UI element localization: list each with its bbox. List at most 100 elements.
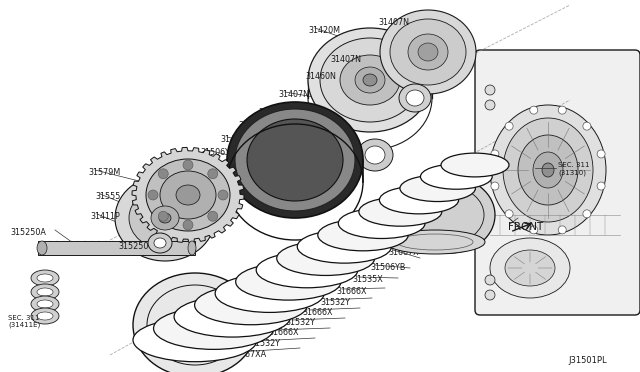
Circle shape xyxy=(583,210,591,218)
Text: SEC. 311
(31310): SEC. 311 (31310) xyxy=(558,162,589,176)
Ellipse shape xyxy=(37,274,53,282)
Ellipse shape xyxy=(154,238,166,248)
Text: 31506Y: 31506Y xyxy=(238,121,268,130)
Ellipse shape xyxy=(176,185,200,205)
Text: 31460N: 31460N xyxy=(305,72,336,81)
Ellipse shape xyxy=(420,164,492,189)
Circle shape xyxy=(505,210,513,218)
Polygon shape xyxy=(132,147,244,243)
Circle shape xyxy=(183,220,193,230)
Ellipse shape xyxy=(146,159,230,231)
Text: 315250: 315250 xyxy=(118,242,148,251)
Text: 31506YB: 31506YB xyxy=(370,263,405,272)
Text: 31645X: 31645X xyxy=(442,208,472,217)
Text: 31407N: 31407N xyxy=(330,55,361,64)
Ellipse shape xyxy=(235,109,355,211)
Ellipse shape xyxy=(357,139,393,171)
Ellipse shape xyxy=(359,197,442,226)
Ellipse shape xyxy=(195,285,307,325)
Ellipse shape xyxy=(518,135,578,205)
Ellipse shape xyxy=(174,296,291,337)
Text: 31420M: 31420M xyxy=(308,26,340,35)
Ellipse shape xyxy=(227,102,363,218)
Text: 31579M: 31579M xyxy=(88,168,120,177)
Ellipse shape xyxy=(363,74,377,86)
Circle shape xyxy=(158,211,168,221)
Bar xyxy=(38,241,195,255)
Ellipse shape xyxy=(37,300,53,308)
Ellipse shape xyxy=(355,67,385,93)
Ellipse shape xyxy=(297,230,392,263)
Circle shape xyxy=(148,190,158,200)
Text: 31666X: 31666X xyxy=(268,328,298,337)
Ellipse shape xyxy=(339,208,425,238)
Ellipse shape xyxy=(408,34,448,70)
Circle shape xyxy=(485,290,495,300)
Text: 31555: 31555 xyxy=(95,192,120,201)
Circle shape xyxy=(485,100,495,110)
Ellipse shape xyxy=(129,187,201,249)
Ellipse shape xyxy=(37,241,47,255)
Ellipse shape xyxy=(276,241,374,275)
Circle shape xyxy=(530,226,538,234)
Circle shape xyxy=(558,226,566,234)
Circle shape xyxy=(208,169,218,179)
Ellipse shape xyxy=(505,250,555,286)
Ellipse shape xyxy=(490,105,606,235)
Ellipse shape xyxy=(380,186,459,214)
Text: 31407N: 31407N xyxy=(378,18,409,27)
Circle shape xyxy=(485,85,495,95)
Text: 315250A: 315250A xyxy=(10,228,46,237)
Ellipse shape xyxy=(215,274,324,312)
Text: J31501PL: J31501PL xyxy=(568,356,607,365)
Ellipse shape xyxy=(256,252,358,288)
Ellipse shape xyxy=(159,213,171,223)
Ellipse shape xyxy=(320,38,420,122)
Circle shape xyxy=(583,122,591,130)
Ellipse shape xyxy=(385,230,485,254)
Ellipse shape xyxy=(533,152,563,188)
Ellipse shape xyxy=(441,153,509,177)
Text: 31506Y: 31506Y xyxy=(200,148,230,157)
Text: 31667XA: 31667XA xyxy=(230,350,266,359)
Ellipse shape xyxy=(340,55,400,105)
Text: 31407N: 31407N xyxy=(278,90,309,99)
Text: 31532Y: 31532Y xyxy=(285,318,315,327)
Circle shape xyxy=(597,182,605,190)
Ellipse shape xyxy=(380,10,476,94)
Ellipse shape xyxy=(308,28,432,132)
Circle shape xyxy=(183,160,193,170)
Ellipse shape xyxy=(31,296,59,312)
Text: 31506N: 31506N xyxy=(258,108,289,117)
Ellipse shape xyxy=(188,241,196,255)
Ellipse shape xyxy=(365,146,385,164)
Ellipse shape xyxy=(31,284,59,300)
Ellipse shape xyxy=(115,175,215,261)
Circle shape xyxy=(491,182,499,190)
Ellipse shape xyxy=(37,312,53,320)
Ellipse shape xyxy=(154,307,274,349)
Circle shape xyxy=(485,275,495,285)
Circle shape xyxy=(208,211,218,221)
Ellipse shape xyxy=(399,84,431,112)
Circle shape xyxy=(597,150,605,158)
Ellipse shape xyxy=(490,238,570,298)
Ellipse shape xyxy=(405,177,495,253)
Circle shape xyxy=(158,169,168,179)
Ellipse shape xyxy=(318,219,408,251)
Ellipse shape xyxy=(247,119,343,201)
Text: 31532Y: 31532Y xyxy=(250,339,280,348)
Ellipse shape xyxy=(31,308,59,324)
Circle shape xyxy=(218,190,228,200)
Text: 31655X: 31655X xyxy=(418,228,449,237)
Circle shape xyxy=(558,106,566,114)
Ellipse shape xyxy=(406,90,424,106)
Ellipse shape xyxy=(133,318,257,362)
Text: 31667X: 31667X xyxy=(388,248,419,257)
Ellipse shape xyxy=(236,263,341,300)
Ellipse shape xyxy=(37,288,53,296)
Text: SEC. 311
(31411E): SEC. 311 (31411E) xyxy=(8,315,40,328)
Ellipse shape xyxy=(151,206,179,230)
Text: 31431Q: 31431Q xyxy=(220,135,252,144)
Text: 31666X: 31666X xyxy=(302,308,333,317)
